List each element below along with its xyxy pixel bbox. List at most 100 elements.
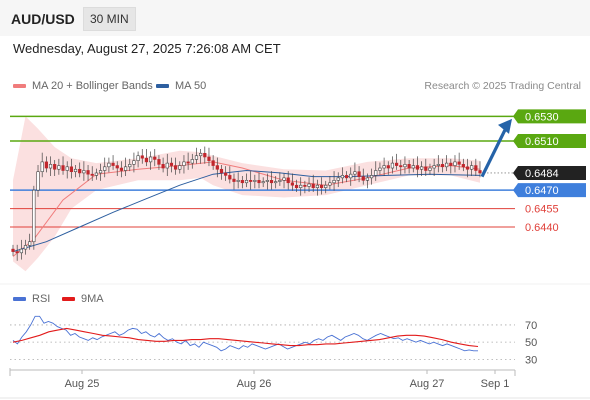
candle-body xyxy=(290,182,294,186)
candle-body xyxy=(186,161,190,164)
candle-body xyxy=(178,165,182,170)
candle-body xyxy=(407,164,411,169)
candle-body xyxy=(153,156,157,160)
candle-body xyxy=(403,164,407,168)
candle-body xyxy=(190,159,194,164)
candle-body xyxy=(98,170,103,174)
candle-body xyxy=(324,184,328,188)
candle-body xyxy=(11,248,15,252)
legend-ma50: MA 50 xyxy=(156,80,206,92)
candle-body xyxy=(194,155,199,160)
candle-body xyxy=(219,168,224,174)
legend-rsi-ma-label: 9MA xyxy=(81,293,104,305)
candle-body xyxy=(470,165,474,170)
candle-body xyxy=(174,165,178,170)
candle-body xyxy=(123,166,128,171)
candle-body xyxy=(299,184,303,188)
candle-body xyxy=(415,165,420,170)
datetime-label: Wednesday, August 27, 2025 7:26:08 AM CE… xyxy=(13,41,281,56)
candle-body xyxy=(303,184,307,187)
candle-body xyxy=(207,156,211,161)
candle-body xyxy=(340,175,345,179)
resistance-tag-bg-0.6510 xyxy=(513,134,586,148)
candle-body xyxy=(257,180,261,184)
rsi-tick-50: 50 xyxy=(525,337,537,349)
candle-body xyxy=(161,164,165,169)
candle-body xyxy=(424,166,428,171)
candle-body xyxy=(82,170,86,174)
x-tick-label: Aug 27 xyxy=(410,378,445,390)
legend-ma50-label: MA 50 xyxy=(175,80,207,92)
candle-body xyxy=(411,165,415,169)
candle-body xyxy=(228,175,232,180)
candle-body xyxy=(78,168,82,174)
candle-body xyxy=(282,177,286,181)
candle-body xyxy=(28,241,32,246)
candle-body xyxy=(48,164,53,169)
candle-body xyxy=(307,183,311,187)
candle-body xyxy=(436,164,440,166)
forecast-arrow-head xyxy=(498,118,512,134)
candle-body xyxy=(249,180,253,182)
rsi-ma-swatch xyxy=(62,297,75,302)
candle-body xyxy=(261,181,265,184)
candle-body xyxy=(319,184,324,188)
candle-body xyxy=(65,166,69,171)
candle-body xyxy=(182,161,186,166)
candle-body xyxy=(128,164,132,168)
candle-body xyxy=(294,184,299,188)
candle-body xyxy=(274,181,278,184)
candle-body xyxy=(57,165,61,170)
rsi-tick-70: 70 xyxy=(525,320,537,332)
candle-body xyxy=(395,162,399,166)
candle-body xyxy=(224,172,228,176)
legend-ma20: MA 20 + Bollinger Bands xyxy=(13,80,153,92)
instrument-name: AUD/USD xyxy=(11,11,75,27)
candle-body xyxy=(286,177,290,184)
candle-body xyxy=(311,183,315,188)
candle-body xyxy=(399,165,403,168)
legend-ma20-label: MA 20 + Bollinger Bands xyxy=(32,80,153,92)
source-credit: Research © 2025 Trading Central xyxy=(424,80,581,92)
candle-body xyxy=(19,248,23,254)
x-tick-label: Aug 25 xyxy=(65,378,100,390)
candle-body xyxy=(445,162,449,168)
candle-body xyxy=(428,167,432,171)
candle-body xyxy=(236,180,240,182)
bollinger-band xyxy=(13,116,480,272)
candle-body xyxy=(382,165,386,169)
candle-body xyxy=(115,165,119,169)
candle-body xyxy=(73,168,78,173)
candle-body xyxy=(232,178,236,182)
legend-rsi: RSI xyxy=(13,293,50,305)
candle-body xyxy=(386,165,390,169)
candle-body xyxy=(111,162,115,166)
candle-body xyxy=(132,160,136,165)
legend-rsi-ma: 9MA xyxy=(62,293,104,305)
candle-body xyxy=(390,162,395,169)
candle-body xyxy=(169,162,174,166)
pivot-tag-0.6470: 0.6470 xyxy=(525,185,559,197)
candle-body xyxy=(240,180,244,184)
candle-body xyxy=(15,251,19,254)
candle-body xyxy=(336,177,340,181)
support-tag-0.6455: 0.6455 xyxy=(525,204,559,216)
candle-body xyxy=(211,160,215,166)
candle-body xyxy=(328,182,332,186)
ma50-swatch xyxy=(156,84,169,89)
candle-body xyxy=(36,171,40,191)
candle-body xyxy=(378,167,382,171)
rsi-tick-30: 30 xyxy=(525,354,537,366)
candle-body xyxy=(144,157,149,163)
price-tag-bg-0.6484 xyxy=(513,165,586,180)
candle-body xyxy=(440,164,445,168)
candle-body xyxy=(215,165,219,170)
candle-body xyxy=(107,162,111,168)
x-tick-label: Aug 26 xyxy=(237,378,272,390)
candle-body xyxy=(148,156,153,163)
timeframe-button[interactable]: 30 MIN xyxy=(83,7,136,31)
candle-body xyxy=(361,176,365,181)
candle-body xyxy=(23,245,28,250)
candle-body xyxy=(457,161,461,165)
